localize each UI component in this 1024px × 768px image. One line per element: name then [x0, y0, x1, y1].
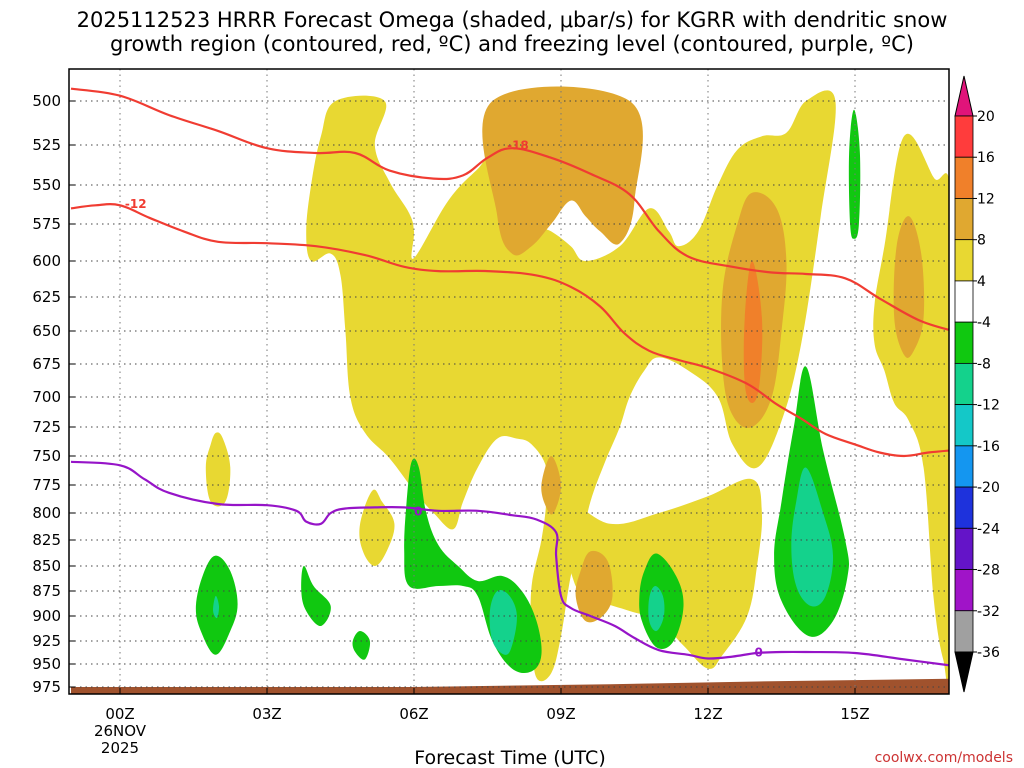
x-tick-label-00Z: 00Z — [105, 705, 134, 723]
colorbar: 20 16 12 8 4 -4 -8 -12 -16 -20 -24 -28 -32 -36 — [954, 75, 1000, 693]
ground-shading — [71, 678, 949, 694]
colorbar-label-8: 8 — [977, 233, 986, 249]
colorbar-label--20: -20 — [977, 480, 1000, 496]
y-tick-label-700: 700 — [32, 388, 61, 406]
colorbar-bin--36--32 — [954, 610, 974, 653]
omega-region-teal-0750z — [489, 590, 517, 655]
y-tick-label-550: 550 — [32, 176, 61, 194]
colorbar-bin--12--8 — [954, 362, 974, 406]
omega-region-orange-0930z — [575, 550, 613, 623]
grid-layer — [69, 69, 949, 694]
colorbar-label--36: -36 — [977, 645, 1000, 661]
colorbar-bin--16--12 — [954, 404, 974, 447]
x-tick-label-03Z: 03Z — [252, 705, 281, 723]
colorbar-bin-16-20 — [954, 115, 974, 158]
omega-fill-layer — [195, 86, 949, 694]
dgz-contour-line-0 — [70, 87, 949, 331]
x-tick-label-09Z: 09Z — [546, 705, 575, 723]
y-tick-label-850: 850 — [32, 557, 61, 575]
y-tick-label-975: 975 — [32, 678, 61, 696]
colorbar-label--28: -28 — [977, 563, 1000, 579]
colorbar-bin--4-4 — [954, 280, 974, 323]
y-tick-label-775: 775 — [32, 476, 61, 494]
omega-region-green-04z — [301, 565, 331, 627]
colorbar-bin-4-8 — [954, 239, 974, 282]
colorbar-bin--20--16 — [954, 445, 974, 488]
chart-title-line1: 2025112523 HRRR Forecast Omega (shaded, … — [77, 8, 948, 32]
colorbar-bin-8-12 — [954, 198, 974, 241]
omega-region-yellow-small-02z — [205, 432, 231, 507]
colorbar-label-12: 12 — [977, 191, 995, 207]
omega-region-orange-upper — [482, 86, 643, 256]
omega-region-orange-16z — [893, 216, 925, 358]
freezing-contour-label-0: 0 — [414, 504, 422, 518]
ground-layer — [71, 678, 949, 694]
dgz-contour-label-0: -18 — [507, 139, 529, 153]
colorbar-label-4: 4 — [977, 274, 986, 290]
x-tick-label-12Z: 12Z — [693, 705, 722, 723]
colorbar-bin--32--28 — [954, 569, 974, 612]
y-tick-label-800: 800 — [32, 504, 61, 522]
freezing-contour-label-1: 0 — [755, 646, 763, 660]
credit-text[interactable]: coolwx.com/models — [875, 750, 1013, 766]
freezing-contour-line-0 — [70, 460, 949, 667]
colorbar-bin-12-16 — [954, 156, 974, 199]
x-tick-year: 2025 — [101, 739, 139, 757]
contour-layer: -18 -12 0 0 — [70, 87, 949, 667]
colorbar-bin--8--4 — [954, 321, 974, 364]
omega-region-teal-14z — [791, 467, 834, 607]
y-tick-label-525: 525 — [32, 136, 61, 154]
dgz-contour-line-1 — [70, 203, 949, 458]
omega-region-yellow-right — [873, 133, 949, 694]
y-tick-label-875: 875 — [32, 582, 61, 600]
omega-region-green-05z — [352, 631, 371, 660]
y-axis: 500 525 550 575 600 625 650 675 700 725 750 775 800 8… — [32, 92, 75, 696]
chart-title-line2: growth region (contoured, red, ºC) and f… — [110, 32, 914, 56]
x-tick-date: 26NOV — [94, 722, 147, 740]
dgz-contour-label-1: -12 — [125, 197, 147, 211]
colorbar-label--4: -4 — [977, 315, 991, 331]
y-tick-label-825: 825 — [32, 531, 61, 549]
y-tick-label-750: 750 — [32, 447, 61, 465]
y-tick-label-575: 575 — [32, 215, 61, 233]
omega-region-teal-02z — [213, 595, 220, 619]
y-tick-label-925: 925 — [32, 632, 61, 650]
colorbar-label--32: -32 — [977, 604, 1000, 620]
colorbar-label--12: -12 — [977, 398, 1000, 414]
colorbar-label-16: 16 — [977, 150, 995, 166]
y-tick-label-675: 675 — [32, 355, 61, 373]
x-axis-label: Forecast Time (UTC) — [414, 747, 605, 768]
colorbar-bin--28--24 — [954, 527, 974, 570]
colorbar-bin--24--20 — [954, 486, 974, 529]
y-tick-label-725: 725 — [32, 418, 61, 436]
omega-region-yellow-small-05z — [359, 489, 395, 566]
omega-region-teal-11z — [648, 585, 665, 632]
y-tick-label-650: 650 — [32, 322, 61, 340]
y-tick-label-500: 500 — [32, 92, 61, 110]
y-tick-label-600: 600 — [32, 252, 61, 270]
y-tick-label-900: 900 — [32, 607, 61, 625]
colorbar-label--24: -24 — [977, 521, 1000, 537]
colorbar-bottom-arrow — [954, 651, 974, 693]
omega-region-yellow-upper — [306, 90, 836, 682]
colorbar-label-20: 20 — [977, 109, 995, 125]
colorbar-label--16: -16 — [977, 439, 1000, 455]
colorbar-top-arrow — [954, 75, 974, 117]
colorbar-label--8: -8 — [977, 356, 991, 372]
omega-region-orange-0830z — [541, 456, 562, 515]
y-tick-label-950: 950 — [32, 655, 61, 673]
x-tick-label-15Z: 15Z — [840, 705, 869, 723]
plot-frame — [68, 68, 950, 695]
x-tick-label-06Z: 06Z — [399, 705, 428, 723]
y-tick-label-625: 625 — [32, 288, 61, 306]
